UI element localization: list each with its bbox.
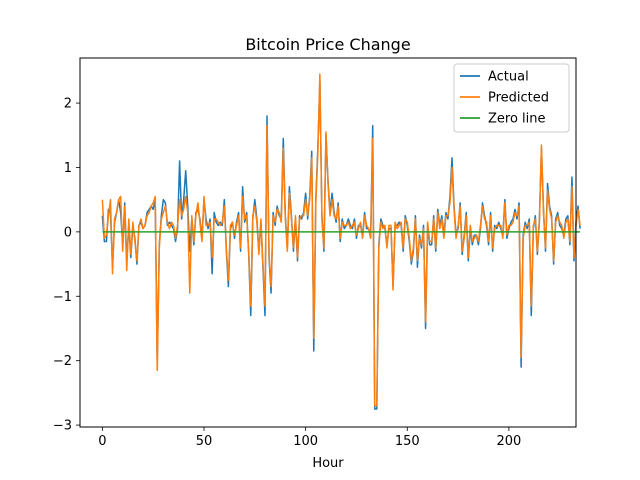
x-tick-label: 200 <box>497 434 522 449</box>
y-tick-label: −3 <box>53 419 72 434</box>
series-line-predicted <box>101 73 581 407</box>
y-tick-label: −2 <box>53 354 72 369</box>
y-tick-label: 0 <box>64 225 72 240</box>
legend: Actual Predicted Zero line <box>453 63 570 133</box>
legend-label-actual: Actual <box>488 70 529 85</box>
x-axis: 0 50 100 150 200 <box>98 427 521 449</box>
x-tick-label: 50 <box>196 434 213 449</box>
legend-box <box>453 63 570 133</box>
series-layer <box>101 73 581 410</box>
legend-label-zero-line: Zero line <box>488 112 546 127</box>
y-tick-label: −1 <box>53 290 72 305</box>
y-tick-label: 1 <box>64 161 72 176</box>
legend-label-predicted: Predicted <box>488 91 549 106</box>
x-tick-label: 0 <box>98 434 106 449</box>
x-tick-label: 100 <box>293 434 318 449</box>
y-tick-label: 2 <box>64 97 72 112</box>
chart-title: Bitcoin Price Change <box>245 35 410 54</box>
x-tick-label: 150 <box>395 434 420 449</box>
plot-frame <box>79 57 577 428</box>
y-axis: −3 −2 −1 0 1 2 <box>53 97 80 434</box>
x-axis-label: Hour <box>312 456 344 471</box>
